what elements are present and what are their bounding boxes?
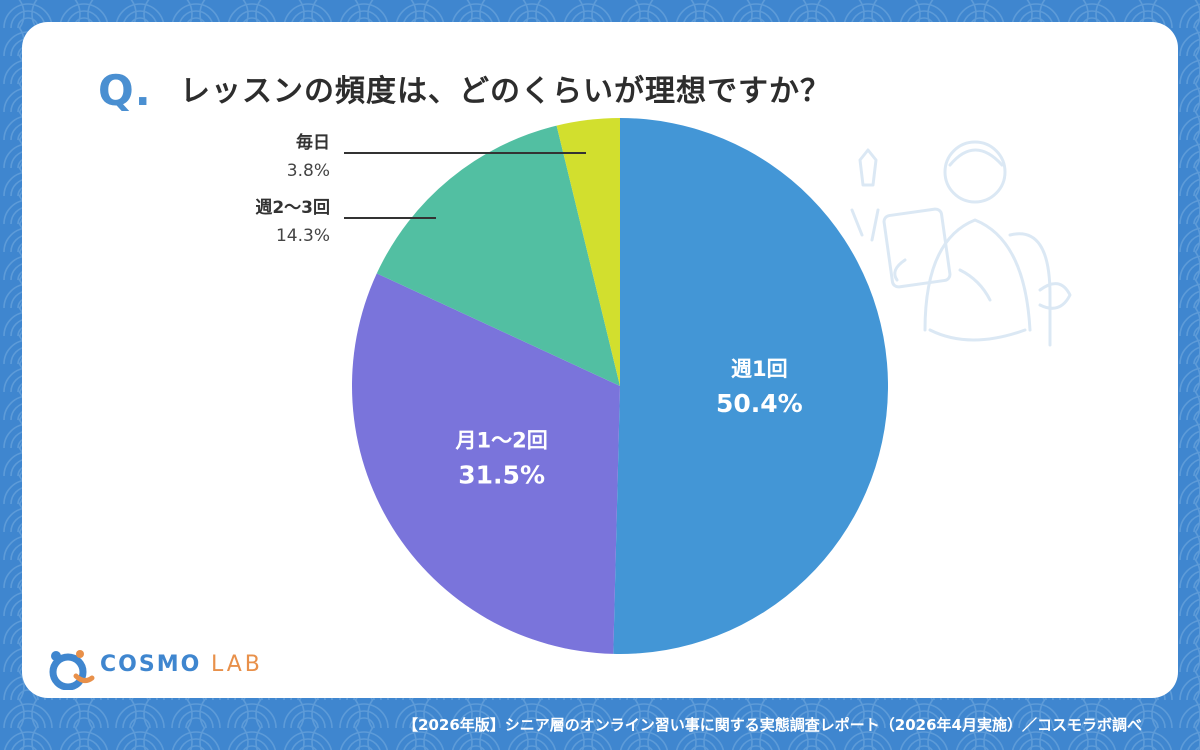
slice-label-2: 週2〜3回	[255, 198, 330, 218]
pie-slice-1	[351, 273, 620, 654]
question-title: レッスンの頻度は、どのくらいが理想ですか？	[180, 74, 831, 109]
brand-name: COSMO LAB	[100, 652, 263, 677]
question-mark-label: Q.	[98, 66, 152, 115]
pie-slice-0	[613, 118, 889, 654]
footer-source-note: 【2026年版】シニア層のオンライン習い事に関する実態調査レポート（2026年4…	[403, 716, 1142, 734]
slice-label-1: 月1〜2回	[455, 429, 548, 453]
slice-value-2: 14.3%	[276, 226, 330, 246]
slice-value-0: 50.4%	[716, 389, 803, 418]
slice-label-3: 毎日	[296, 132, 330, 153]
slice-label-0: 週1回	[731, 357, 788, 381]
brand-name-sub: LAB	[210, 652, 263, 677]
cosmo-lab-logo-icon	[49, 650, 95, 690]
slice-value-1: 31.5%	[458, 461, 545, 490]
brand-name-main: COSMO	[100, 652, 202, 677]
pie-slice-2	[376, 125, 620, 387]
pie-slice-3	[556, 118, 620, 386]
slice-value-3: 3.8%	[287, 161, 330, 181]
